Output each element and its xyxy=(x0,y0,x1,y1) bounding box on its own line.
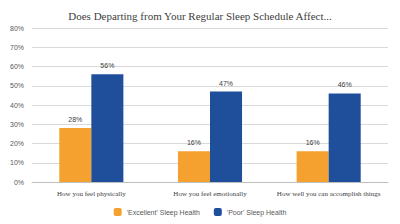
svg-text:46%: 46% xyxy=(338,81,352,88)
svg-text:40%: 40% xyxy=(10,102,24,109)
svg-text:'Excellent' Sleep Health: 'Excellent' Sleep Health xyxy=(127,209,200,217)
svg-text:10%: 10% xyxy=(10,159,24,166)
svg-text:47%: 47% xyxy=(219,80,233,87)
svg-text:Does Departing from Your Regul: Does Departing from Your Regular Sleep S… xyxy=(68,10,332,22)
svg-text:60%: 60% xyxy=(10,63,24,70)
svg-text:16%: 16% xyxy=(187,139,201,146)
svg-text:50%: 50% xyxy=(10,82,24,89)
svg-text:0%: 0% xyxy=(14,179,24,186)
svg-text:56%: 56% xyxy=(100,62,114,69)
svg-text:'Poor' Sleep Health: 'Poor' Sleep Health xyxy=(227,209,287,217)
svg-text:How you feel physically: How you feel physically xyxy=(57,190,126,198)
svg-text:70%: 70% xyxy=(10,44,24,51)
svg-text:80%: 80% xyxy=(10,25,24,32)
svg-text:20%: 20% xyxy=(10,140,24,147)
svg-text:28%: 28% xyxy=(68,116,82,123)
svg-text:16%: 16% xyxy=(306,139,320,146)
svg-text:How you feel emotionally: How you feel emotionally xyxy=(173,190,247,198)
svg-text:How well you can accomplish th: How well you can accomplish things xyxy=(277,190,381,198)
svg-text:30%: 30% xyxy=(10,121,24,128)
